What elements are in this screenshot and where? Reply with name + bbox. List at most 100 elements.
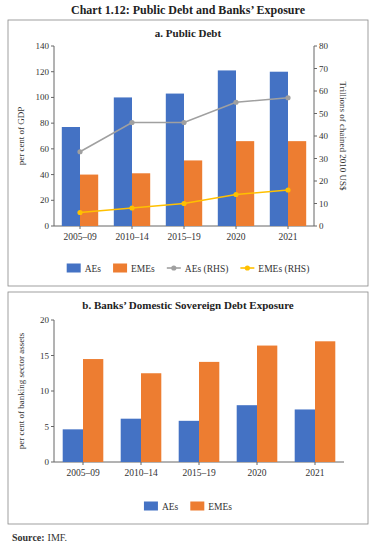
y2-tick bbox=[314, 181, 317, 182]
y-tick-label: 20 bbox=[40, 195, 50, 205]
bar bbox=[295, 409, 315, 462]
y2-tick bbox=[314, 136, 317, 137]
y-tick-label: 100 bbox=[36, 92, 50, 102]
y2-tick-label: 40 bbox=[319, 131, 329, 141]
line-marker bbox=[77, 149, 82, 154]
y-tick-label: 140 bbox=[36, 41, 50, 51]
y-tick-label: 0 bbox=[45, 221, 50, 231]
legend-label: EMEs bbox=[131, 264, 155, 274]
x-tick-label: 2010–14 bbox=[115, 232, 149, 242]
line-marker bbox=[285, 95, 290, 100]
x-tick-label: 2020 bbox=[248, 468, 267, 478]
y2-tick-label: 20 bbox=[319, 176, 329, 186]
y-tick-label: 40 bbox=[40, 170, 50, 180]
legend-swatch bbox=[190, 502, 204, 511]
y2-axis-label: Trillions of chained 2010 US$ bbox=[338, 81, 348, 191]
source-text: Source: bbox=[12, 532, 45, 543]
y2-tick bbox=[314, 158, 317, 159]
y-tick bbox=[51, 71, 54, 72]
y-tick bbox=[51, 391, 54, 392]
y2-tick bbox=[314, 113, 317, 114]
y-tick-label: 5 bbox=[45, 422, 50, 432]
bar bbox=[236, 141, 254, 226]
line-marker bbox=[285, 187, 290, 192]
y2-tick-label: 80 bbox=[319, 41, 329, 51]
x-tick-label: 2015–19 bbox=[182, 468, 216, 478]
bar bbox=[121, 419, 141, 462]
bar bbox=[179, 421, 199, 462]
bar bbox=[199, 362, 219, 462]
x-tick-label: 2021 bbox=[279, 232, 298, 242]
x-tick bbox=[141, 462, 142, 465]
y2-tick-label: 10 bbox=[319, 199, 329, 209]
y-tick-label: 80 bbox=[40, 118, 50, 128]
bar bbox=[62, 127, 80, 226]
x-tick bbox=[236, 226, 237, 229]
y-tick bbox=[51, 174, 54, 175]
bar bbox=[166, 94, 184, 226]
legend-swatch bbox=[245, 265, 250, 270]
bar bbox=[218, 70, 236, 226]
bar bbox=[257, 346, 277, 462]
line-marker bbox=[233, 192, 238, 197]
legend: AEs EMEs AEs (RHS) EMEs (RHS) bbox=[67, 264, 310, 275]
figure: Chart 1.12: Public Debt and Banks’ Expos… bbox=[0, 0, 376, 550]
y-tick bbox=[51, 320, 54, 321]
bar bbox=[80, 175, 98, 226]
y-tick bbox=[51, 46, 54, 47]
y2-tick-label: 0 bbox=[319, 221, 324, 231]
y-axis-line bbox=[54, 46, 55, 226]
legend-item: AEs (RHS) bbox=[167, 264, 229, 275]
line bbox=[80, 190, 288, 213]
figure-title: Chart 1.12: Public Debt and Banks’ Expos… bbox=[71, 3, 306, 17]
bar bbox=[141, 373, 161, 462]
y-tick bbox=[51, 426, 54, 427]
y-tick bbox=[51, 226, 54, 227]
legend-label: EMEs (RHS) bbox=[258, 264, 309, 275]
y-tick-label: 10 bbox=[40, 386, 50, 396]
legend-item: AEs bbox=[144, 502, 179, 512]
legend-item: AEs bbox=[67, 264, 102, 274]
x-tick-label: 2015–19 bbox=[167, 232, 201, 242]
x-tick bbox=[199, 462, 200, 465]
x-tick bbox=[132, 226, 133, 229]
panel-frame bbox=[8, 20, 368, 286]
y2-tick bbox=[314, 46, 317, 47]
y-tick-label: 120 bbox=[36, 67, 50, 77]
bar bbox=[114, 97, 132, 226]
y-axis-label: per cent of GDP bbox=[16, 107, 26, 166]
x-tick-label: 2010–14 bbox=[124, 468, 158, 478]
x-tick bbox=[257, 462, 258, 465]
y-tick bbox=[51, 200, 54, 201]
y2-tick-label: 60 bbox=[319, 86, 329, 96]
y-tick bbox=[51, 97, 54, 98]
bar bbox=[315, 341, 335, 462]
x-tick bbox=[80, 226, 81, 229]
line bbox=[80, 98, 288, 152]
plot-marks bbox=[63, 341, 336, 462]
line-marker bbox=[233, 100, 238, 105]
bar bbox=[132, 173, 150, 226]
y2-tick-label: 70 bbox=[319, 64, 329, 74]
legend-label: AEs bbox=[85, 264, 102, 274]
y-tick bbox=[51, 462, 54, 463]
x-tick-label: 2005–09 bbox=[63, 232, 97, 242]
panel: a. Public Debt020406080100120140per cent… bbox=[8, 20, 368, 286]
panel-title: b. Banks’ Domestic Sovereign Debt Exposu… bbox=[82, 299, 294, 311]
y-tick-label: 0 bbox=[45, 457, 50, 467]
line-marker bbox=[129, 120, 134, 125]
legend: AEs EMEs bbox=[144, 502, 232, 512]
y2-tick bbox=[314, 203, 317, 204]
x-tick bbox=[288, 226, 289, 229]
y-tick bbox=[51, 148, 54, 149]
legend-swatch bbox=[171, 265, 176, 270]
legend-item: EMEs bbox=[190, 502, 232, 512]
x-tick-label: 2005–09 bbox=[66, 468, 100, 478]
bar bbox=[270, 72, 288, 226]
legend-label: EMEs bbox=[208, 502, 232, 512]
bar bbox=[83, 359, 103, 462]
plot-marks bbox=[62, 70, 306, 226]
x-tick bbox=[315, 462, 316, 465]
bar bbox=[288, 141, 306, 226]
x-tick-label: 2020 bbox=[227, 232, 246, 242]
